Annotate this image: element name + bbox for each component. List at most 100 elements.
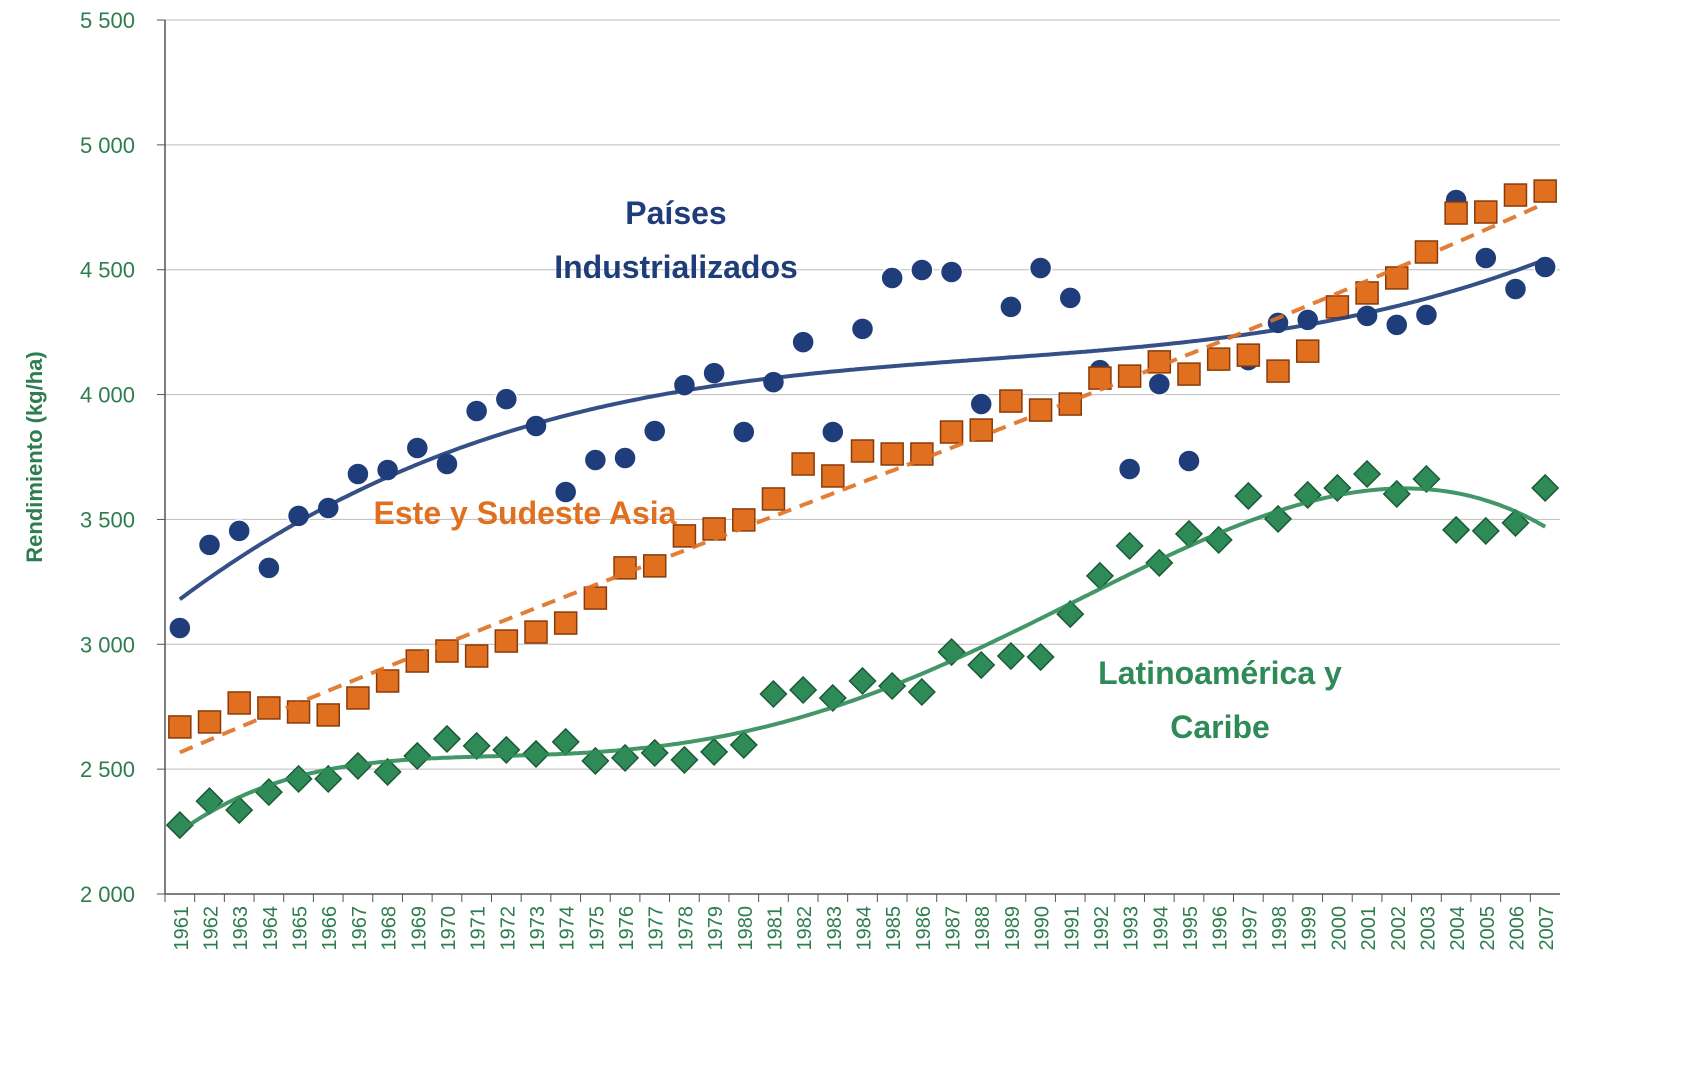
point <box>403 741 432 770</box>
x-tick-label: 1984 <box>854 906 876 951</box>
point <box>880 442 904 466</box>
point <box>168 715 192 739</box>
point <box>1147 372 1172 396</box>
point <box>1177 449 1201 473</box>
x-tick-label: 2000 <box>1328 906 1350 951</box>
point <box>165 811 194 840</box>
point <box>702 361 726 385</box>
point <box>1442 515 1471 544</box>
point <box>642 554 667 578</box>
point <box>670 745 699 774</box>
point <box>225 796 254 825</box>
x-tick-label: 1965 <box>290 906 312 951</box>
point <box>1115 531 1144 560</box>
point <box>672 524 697 548</box>
x-tick-label: 2002 <box>1388 906 1410 951</box>
point <box>850 317 875 341</box>
point <box>761 487 786 511</box>
point <box>821 464 845 488</box>
point <box>1028 256 1053 280</box>
point <box>880 266 904 290</box>
point <box>375 669 400 693</box>
x-tick-label: 1994 <box>1150 906 1172 951</box>
x-tick-label: 1998 <box>1269 906 1291 951</box>
x-tick-label: 2004 <box>1447 906 1469 951</box>
point <box>1385 266 1409 290</box>
x-tick-label: 1991 <box>1061 906 1083 951</box>
x-tick-label: 2003 <box>1417 906 1439 951</box>
point <box>939 260 964 284</box>
point <box>197 533 222 557</box>
point <box>1474 200 1498 224</box>
x-tick-label: 1961 <box>171 906 193 951</box>
point <box>1295 339 1320 363</box>
point <box>1412 464 1441 494</box>
point <box>967 650 996 680</box>
point <box>1028 398 1053 422</box>
x-tick-label: 1979 <box>705 906 727 951</box>
x-tick-label: 1974 <box>557 906 579 951</box>
series-annotation: Países Industrializados <box>554 195 798 285</box>
point <box>1382 479 1411 509</box>
point <box>1353 459 1382 489</box>
y-tick-label: 3 500 <box>80 507 135 532</box>
point <box>1474 246 1498 270</box>
point <box>761 370 786 394</box>
x-tick-label: 1966 <box>319 906 341 951</box>
x-tick-label: 1978 <box>675 906 697 951</box>
point <box>789 675 818 705</box>
x-tick-label: 1971 <box>468 906 490 951</box>
x-tick-label: 2005 <box>1477 906 1499 951</box>
point <box>494 629 519 653</box>
point <box>791 452 815 476</box>
point <box>1177 362 1201 386</box>
x-tick-label: 1968 <box>379 906 401 951</box>
x-tick-label: 1983 <box>824 906 846 951</box>
x-tick-label: 1964 <box>260 906 282 951</box>
point <box>910 258 934 282</box>
point <box>432 724 462 753</box>
point <box>1414 240 1439 264</box>
point <box>642 419 667 443</box>
point <box>583 586 608 610</box>
point <box>1058 286 1083 310</box>
series-annotation: Latinoamérica y Caribe <box>1098 655 1342 745</box>
point <box>257 556 281 580</box>
point <box>462 731 491 760</box>
point <box>821 420 845 444</box>
point <box>791 330 815 354</box>
y-tick-label: 5 500 <box>80 8 135 33</box>
point <box>1414 303 1439 327</box>
point <box>729 730 758 759</box>
point <box>168 616 192 640</box>
point <box>583 448 608 472</box>
point <box>405 436 430 460</box>
point <box>996 641 1025 671</box>
x-tick-label: 1973 <box>527 906 549 951</box>
x-tick-label: 1999 <box>1299 906 1321 951</box>
x-tick-label: 1981 <box>764 906 786 951</box>
point <box>1533 179 1557 203</box>
x-tick-label: 1996 <box>1210 906 1232 951</box>
trend-line <box>179 201 1546 755</box>
point <box>227 691 251 715</box>
x-tick-label: 1982 <box>794 906 816 951</box>
x-tick-label: 2001 <box>1358 906 1380 951</box>
x-tick-label: 1963 <box>230 906 252 951</box>
point <box>1206 347 1231 371</box>
y-tick-label: 4 000 <box>80 383 135 408</box>
point <box>1026 642 1055 672</box>
x-tick-label: 1992 <box>1091 906 1113 951</box>
x-tick-label: 1993 <box>1121 906 1143 951</box>
y-tick-label: 2 500 <box>80 757 135 782</box>
point <box>227 519 251 543</box>
x-tick-label: 1988 <box>972 906 994 951</box>
trend-line <box>178 486 1547 834</box>
trend-line <box>178 257 1546 601</box>
point <box>373 757 402 786</box>
y-tick-label: 3 000 <box>80 632 135 657</box>
point <box>850 439 875 463</box>
point <box>551 727 580 756</box>
